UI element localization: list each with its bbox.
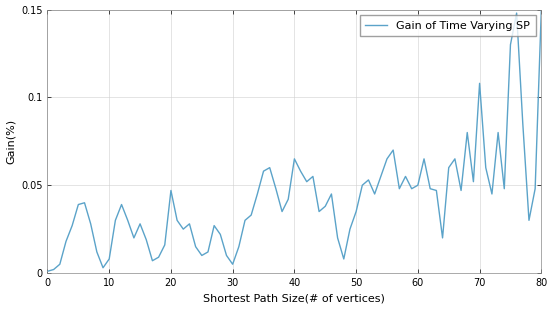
Gain of Time Varying SP <box>445 166 452 170</box>
Gain of Time Varying SP <box>470 180 477 184</box>
Line: Gain of Time Varying SP: Gain of Time Varying SP <box>48 10 541 271</box>
Gain of Time Varying SP <box>353 210 359 214</box>
Gain of Time Varying SP <box>489 192 495 196</box>
Y-axis label: Gain(%): Gain(%) <box>6 119 15 164</box>
Gain of Time Varying SP <box>408 187 415 191</box>
X-axis label: Shortest Path Size(# of vertices): Shortest Path Size(# of vertices) <box>204 294 385 303</box>
Legend: Gain of Time Varying SP: Gain of Time Varying SP <box>359 15 536 36</box>
Gain of Time Varying SP <box>44 269 51 273</box>
Gain of Time Varying SP <box>316 210 322 214</box>
Gain of Time Varying SP <box>538 8 545 11</box>
